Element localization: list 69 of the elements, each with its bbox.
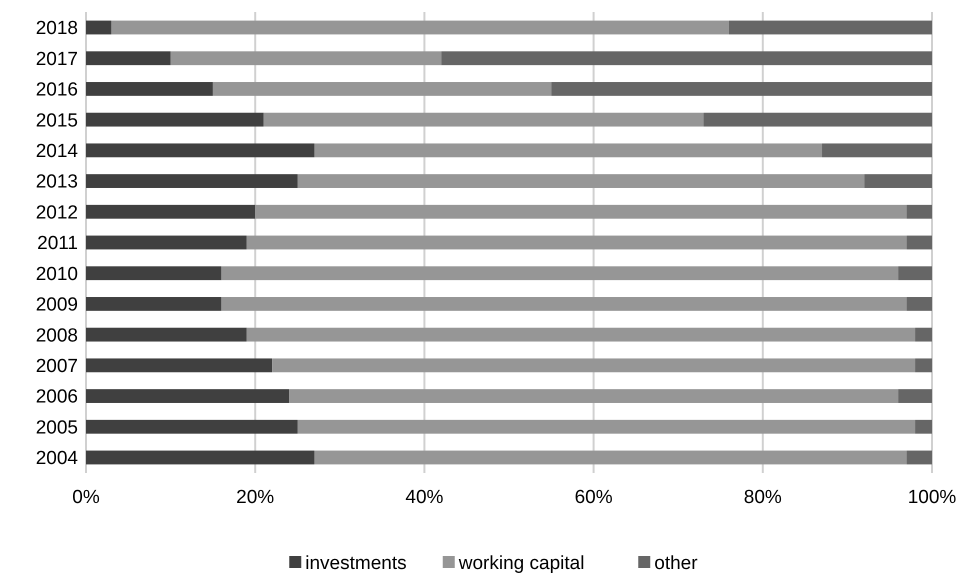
x-tick-label: 80% [744,487,782,508]
x-tick-label: 40% [405,487,444,508]
y-tick-label: 2005 [36,417,78,438]
bar [822,143,932,158]
bar [906,297,932,311]
bar [441,51,932,66]
bar [906,204,932,219]
legend-label: working capital [458,553,584,574]
legend-label: investments [305,553,407,574]
bar [915,420,932,434]
bar [86,389,290,403]
bar [86,297,222,311]
x-tick-label: 60% [574,487,613,508]
y-tick-label: 2016 [36,80,78,101]
bar [264,112,704,127]
y-tick-label: 2006 [36,386,78,408]
bar [221,297,907,311]
bar [86,20,112,34]
bar [864,174,932,188]
y-tick-label: 2018 [36,18,78,40]
y-tick-label: 2011 [37,233,78,254]
x-tick-label: 100% [908,487,956,508]
bar [298,420,916,434]
y-tick-label: 2004 [36,448,78,470]
bar [255,204,907,219]
bar [86,82,213,96]
y-tick-label: 2007 [36,356,78,377]
bar [906,236,932,250]
bar [728,20,932,34]
x-tick-label: 0% [72,487,100,508]
bar [704,112,932,127]
bar [86,358,272,372]
bar [86,450,314,464]
bar [86,328,247,342]
bar [86,143,314,158]
bar [272,358,916,372]
bar [86,420,298,434]
bar [906,450,932,464]
bar [86,51,171,66]
x-tick-label: 20% [236,487,274,508]
bar [915,328,932,342]
bar [111,20,729,34]
bar [86,112,264,127]
legend-label: other [654,553,698,574]
bar [246,328,916,342]
y-tick-label: 2013 [36,172,78,193]
bar [212,82,552,96]
bar [898,266,932,280]
y-tick-label: 2008 [36,325,78,346]
bar [86,204,256,219]
y-tick-label: 2012 [36,202,78,224]
bar [289,389,898,403]
y-tick-label: 2015 [36,110,78,132]
bar [915,358,932,372]
y-tick-label: 2014 [36,141,78,162]
bar [86,266,222,280]
bar [246,236,907,250]
bar [221,266,898,280]
bar [898,389,932,403]
y-tick-label: 2009 [36,294,78,316]
y-tick-label: 2010 [36,264,78,285]
bar [314,450,907,464]
bar [170,51,442,66]
bar [314,143,822,158]
y-tick-label: 2017 [36,48,78,70]
bar [86,236,247,250]
bar [298,174,864,188]
bar [86,174,298,188]
bar [551,82,932,96]
